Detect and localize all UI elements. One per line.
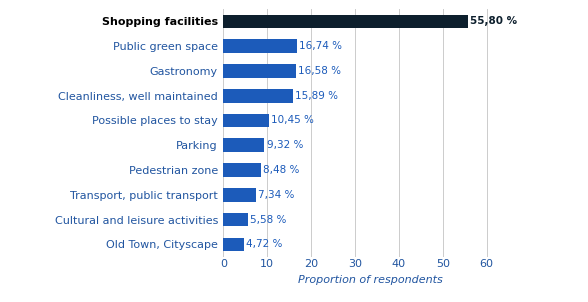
Bar <box>223 188 256 202</box>
Bar <box>223 39 297 53</box>
Bar <box>223 14 468 28</box>
Text: 10,45 %: 10,45 % <box>272 115 315 126</box>
Bar <box>223 213 248 226</box>
Bar <box>223 237 244 251</box>
Text: 15,89 %: 15,89 % <box>295 91 338 101</box>
Text: 4,72 %: 4,72 % <box>246 239 283 249</box>
Bar <box>223 114 269 127</box>
Bar <box>223 64 296 78</box>
Bar <box>223 89 293 103</box>
Text: 16,74 %: 16,74 % <box>299 41 342 51</box>
Bar <box>223 163 260 177</box>
Text: 55,80 %: 55,80 % <box>470 16 517 27</box>
X-axis label: Proportion of respondents: Proportion of respondents <box>298 275 443 285</box>
Text: 5,58 %: 5,58 % <box>250 214 286 225</box>
Text: 8,48 %: 8,48 % <box>263 165 299 175</box>
Bar <box>223 138 265 152</box>
Text: 16,58 %: 16,58 % <box>298 66 342 76</box>
Text: 7,34 %: 7,34 % <box>258 190 294 200</box>
Text: 9,32 %: 9,32 % <box>266 140 303 150</box>
